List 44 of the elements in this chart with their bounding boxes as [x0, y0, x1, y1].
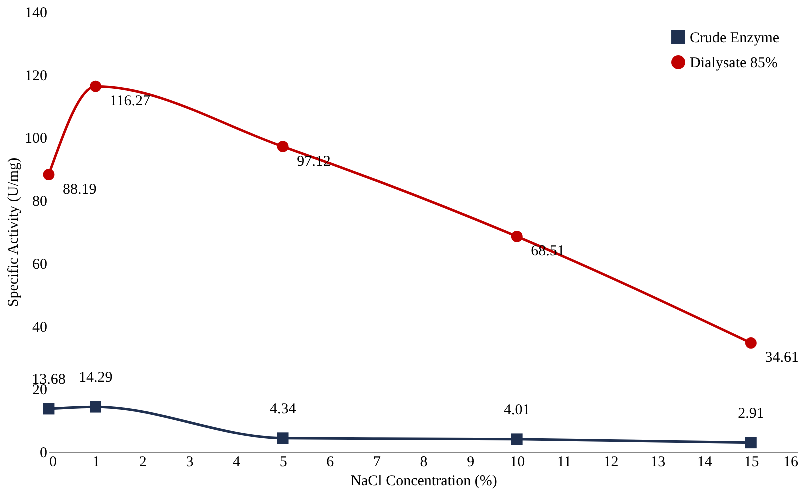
- y-axis-title: Specific Activity (U/mg): [6, 158, 22, 308]
- data-label: 4.01: [504, 402, 530, 418]
- x-tick-label: 3: [186, 454, 194, 470]
- point: [511, 434, 523, 446]
- point: [277, 432, 289, 444]
- point: [90, 401, 102, 413]
- x-tick-label: 1: [92, 454, 100, 470]
- x-tick-label: 16: [784, 454, 799, 470]
- y-tick-label: 140: [25, 6, 48, 22]
- x-tick-label: 14: [697, 454, 713, 470]
- y-tick-label: 120: [25, 68, 48, 84]
- x-tick-label: 13: [650, 454, 666, 470]
- y-tick-label: 80: [32, 194, 48, 210]
- x-tick-label: 8: [420, 454, 428, 470]
- point: [277, 141, 289, 152]
- y-tick-label: 40: [32, 320, 48, 336]
- x-tick-label: 4: [233, 454, 241, 470]
- x-tick-label: 11: [557, 454, 572, 470]
- x-tick-label: 12: [604, 454, 619, 470]
- legend-label: Crude Enzyme: [690, 30, 780, 46]
- point: [745, 437, 757, 449]
- x-tick-label: 10: [510, 454, 526, 470]
- x-tick-label: 9: [467, 454, 475, 470]
- x-tick-label: 6: [326, 454, 335, 470]
- legend-label: Dialysate 85%: [690, 56, 778, 72]
- data-label: 14.29: [78, 370, 113, 386]
- x-axis-title: NaCl Concentration (%): [350, 474, 498, 490]
- data-label: 116.27: [110, 94, 152, 110]
- point: [511, 230, 523, 242]
- y-tick-label: 60: [32, 256, 48, 273]
- data-label: 2.91: [738, 406, 764, 422]
- data-label: 88.19: [63, 182, 97, 198]
- point: [745, 338, 757, 349]
- point: [43, 403, 55, 415]
- point: [90, 80, 102, 92]
- data-label: 34.61: [765, 350, 799, 366]
- data-label: 97.12: [297, 154, 331, 170]
- x-tick-label: 7: [373, 454, 382, 470]
- y-tick-label: 100: [25, 131, 48, 148]
- x-tick-label: 2: [139, 454, 147, 470]
- data-label: 4.34: [270, 401, 297, 418]
- point: [43, 169, 55, 181]
- x-tick-label: 15: [744, 454, 760, 470]
- x-tick-label: 5: [280, 454, 288, 470]
